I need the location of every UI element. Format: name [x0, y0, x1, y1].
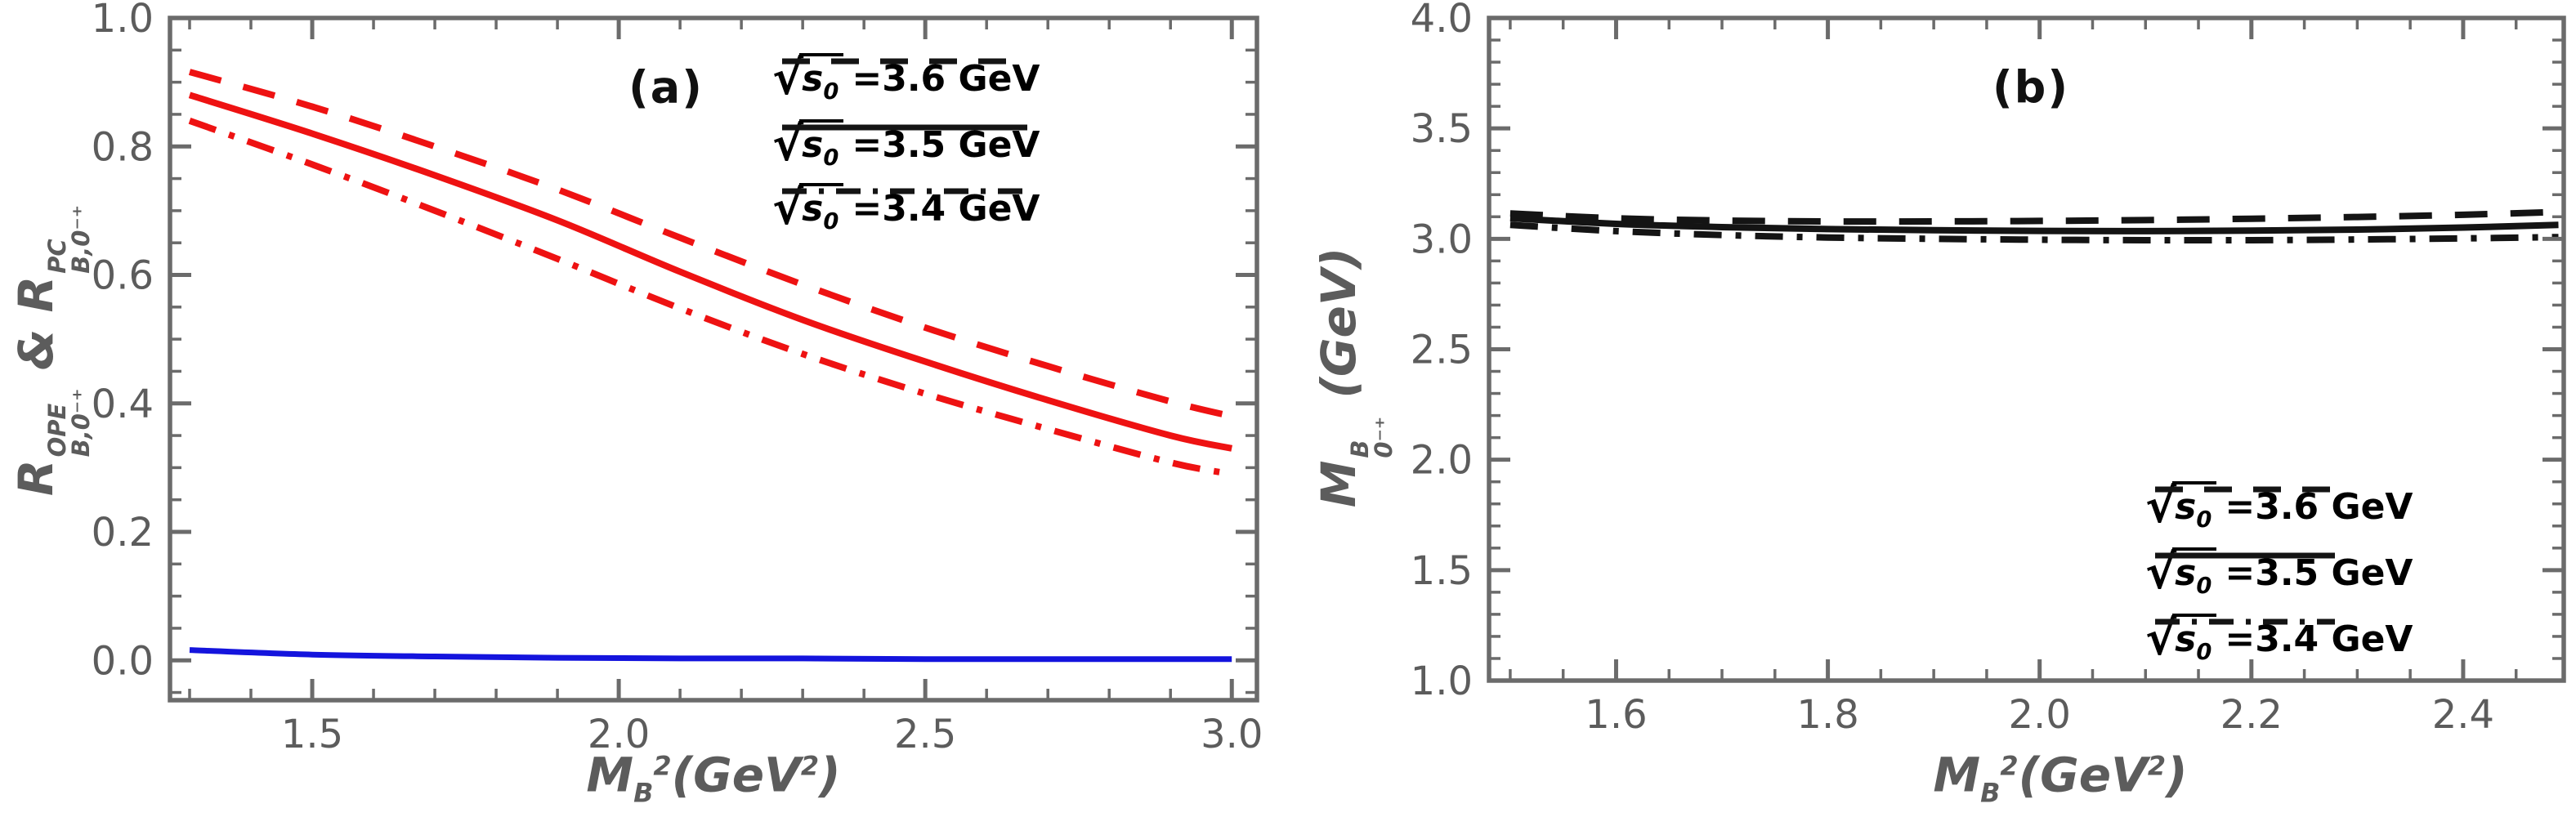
y-tick-label: 0.2 [92, 510, 154, 556]
sqrt-argument: s0 [799, 52, 844, 104]
sqrt-argument: s0 [799, 182, 844, 234]
panel-b-xlabel: MB2(GeV2) [1933, 748, 2187, 809]
sqrt-argument: s0 [2172, 613, 2217, 664]
sqrt-argument: s0 [799, 118, 844, 170]
x-tick-label: 2.4 [2432, 692, 2494, 738]
x-tick-label: 2.0 [2009, 692, 2071, 738]
legend-entry-label: =3.5 GeV [852, 123, 1040, 166]
axis-label-supsub-stack: B 0⁻⁺ [1345, 416, 1398, 458]
legend-entry-label: =3.6 GeV [852, 57, 1040, 100]
curve-M_sqrt_s0_3.6GeV [1509, 208, 2559, 225]
axis-label-text: M [586, 747, 634, 803]
legend-entry-3.4: √ s0 =3.4 GeV [2145, 613, 2413, 665]
axis-label-text: (GeV) [1311, 247, 1367, 415]
panel-b: 1.6 1.8 2.0 2.2 2.4 1.0 1.5 2.0 2.5 3.0 3.5 4.0 (b)… [1288, 0, 2576, 826]
y-tick-label: 2.0 [1411, 438, 1473, 484]
axis-label-superscript: OPE [42, 403, 71, 458]
axis-label-superscript: B [1345, 440, 1374, 458]
y-tick-label: 3.0 [1411, 217, 1473, 262]
curve-M_sqrt_s0_3.5GeV [1509, 215, 2559, 234]
legend-entry-3.5: √ s0 =3.5 GeV [772, 118, 1040, 171]
legend-entry-3.5: √ s0 =3.5 GeV [2145, 547, 2413, 599]
x-tick-label: 2.2 [2220, 692, 2283, 738]
sqrt-argument: s0 [2172, 480, 2217, 532]
axis-label-text: M [1933, 747, 1981, 803]
y-tick-label: 2.5 [1411, 328, 1473, 373]
axis-label-text: R [8, 459, 65, 497]
axis-label-subscript: B [1980, 777, 2001, 809]
legend-entry-3.6: √ s0 =3.6 GeV [772, 52, 1040, 105]
legend-entry-3.6: √ s0 =3.6 GeV [2145, 480, 2413, 533]
x-tick-label: 2.5 [894, 712, 956, 757]
axis-label-superscript: 2 [653, 750, 672, 782]
y-tick-label: 3.5 [1411, 106, 1473, 152]
panel-b-ylabel: M B 0⁻⁺ (GeV) [1311, 247, 1398, 508]
ticks [1489, 16, 2564, 683]
x-tick-label: 1.8 [1796, 692, 1858, 738]
legend-entry-3.4: √ s0 =3.4 GeV [772, 182, 1040, 234]
panel-a-tag: (a) [628, 61, 704, 114]
axis-label-supsub-stack: OPE B,0⁻⁺ [42, 388, 95, 458]
axis-label-text: (GeV [671, 747, 801, 803]
legend-line-sample-dashdot [782, 188, 1027, 194]
y-tick-label: 0.6 [92, 253, 154, 299]
y-tick-label: 1.0 [92, 0, 154, 42]
axis-label-text: ) [819, 747, 841, 803]
x-tick-label: 3.0 [1201, 712, 1263, 757]
curve-M_sqrt_s0_3.4GeV [1509, 221, 2559, 244]
y-tick-label: 1.5 [1411, 548, 1473, 594]
y-tick-label: 4.0 [1411, 0, 1473, 42]
legend-entry-label: =3.5 GeV [2225, 551, 2413, 594]
y-tick-label: 0.4 [92, 382, 154, 427]
curve-R_OPE_sqrt_s0_3.6GeV [188, 69, 1233, 420]
axis-label-superscript: PC [42, 239, 71, 274]
axis-label-subscript: B,0⁻⁺ [66, 204, 95, 274]
legend-entry-label: =3.4 GeV [852, 187, 1040, 230]
axis-label-superscript: 2 [800, 750, 820, 782]
panel-a: 1.5 2.0 2.5 3.0 0.0 0.2 0.4 0.6 0.8 1.0 (a) MB2(G… [8, 0, 1263, 809]
legend-entry-label: =3.6 GeV [2225, 485, 2413, 528]
ticks [170, 16, 1257, 700]
axis-label-subscript: 0⁻⁺ [1369, 416, 1398, 458]
panel-b-tag: (b) [1992, 61, 2070, 114]
legend-line-sample-dashed [782, 58, 1027, 65]
x-tick-label: 1.5 [281, 712, 343, 757]
axis-label-subscript: B [633, 777, 654, 809]
curve-R_OPE_sqrt_s0_3.5GeV [188, 92, 1233, 452]
curve-R_OPE_sqrt_s0_3.4GeV [188, 118, 1232, 478]
panel-a-xlabel: MB2(GeV2) [586, 748, 840, 809]
x-tick-label: 1.6 [1585, 692, 1647, 738]
plot-b-canvas: 1.6 1.8 2.0 2.2 2.4 1.0 1.5 2.0 2.5 3.0 3.5 4.0 [1411, 0, 2566, 738]
axis-label-supsub-stack: PC B,0⁻⁺ [42, 204, 95, 274]
curve-R_PC [189, 647, 1232, 663]
legend-line-sample-dashdot [2155, 618, 2335, 625]
sqrt-argument: s0 [2172, 547, 2217, 598]
legend-entry-label: =3.4 GeV [2225, 618, 2413, 660]
y-tick-label: 1.0 [1411, 659, 1473, 704]
plot-a-canvas: 1.5 2.0 2.5 3.0 0.0 0.2 0.4 0.6 0.8 1.0 [92, 0, 1263, 757]
axis-label-text: (GeV [2018, 747, 2148, 803]
panel-a-ylabel: R OPE B,0⁻⁺ & R PC B,0⁻⁺ [8, 203, 95, 497]
legend-line-sample-solid [2155, 552, 2335, 559]
axis-label-text: ) [2166, 747, 2188, 803]
plot-frame [168, 16, 1259, 703]
axis-label-superscript: 2 [2000, 750, 2019, 782]
legend-line-sample-dashed [2155, 486, 2335, 493]
axis-label-superscript: 2 [2147, 750, 2167, 782]
y-tick-label: 0.8 [92, 124, 154, 170]
legend-line-sample-solid [782, 124, 1027, 131]
axis-label-text: R [8, 275, 65, 313]
axis-label-text: M [1311, 460, 1367, 508]
axis-label-subscript: B,0⁻⁺ [66, 388, 95, 458]
axis-label-text: & [8, 312, 65, 387]
x-tick-label: 2.0 [588, 712, 650, 757]
y-tick-label: 0.0 [92, 638, 154, 684]
